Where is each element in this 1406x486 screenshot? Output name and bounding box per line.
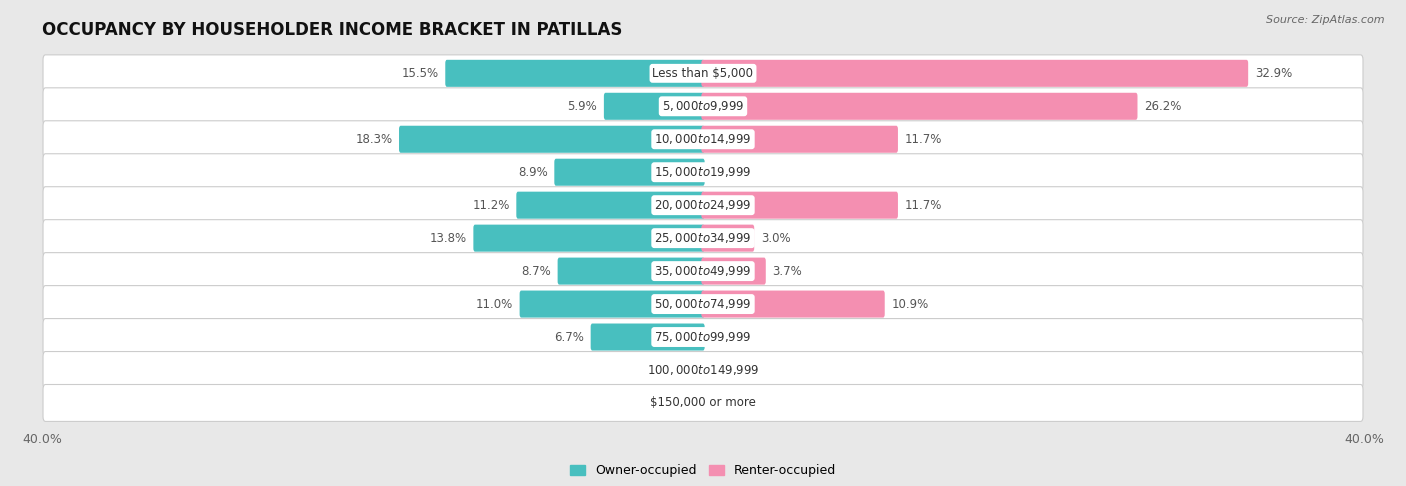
Text: Source: ZipAtlas.com: Source: ZipAtlas.com bbox=[1267, 15, 1385, 25]
Text: 8.7%: 8.7% bbox=[522, 264, 551, 278]
FancyBboxPatch shape bbox=[44, 384, 1362, 421]
FancyBboxPatch shape bbox=[44, 55, 1362, 92]
Text: 5.9%: 5.9% bbox=[568, 100, 598, 113]
FancyBboxPatch shape bbox=[558, 258, 704, 285]
FancyBboxPatch shape bbox=[44, 88, 1362, 125]
Text: 10.9%: 10.9% bbox=[891, 297, 928, 311]
FancyBboxPatch shape bbox=[702, 60, 1249, 87]
Text: 0.0%: 0.0% bbox=[665, 397, 695, 410]
FancyBboxPatch shape bbox=[591, 324, 704, 350]
FancyBboxPatch shape bbox=[702, 126, 898, 153]
Text: $100,000 to $149,999: $100,000 to $149,999 bbox=[647, 363, 759, 377]
FancyBboxPatch shape bbox=[44, 318, 1362, 355]
FancyBboxPatch shape bbox=[702, 93, 1137, 120]
Text: $10,000 to $14,999: $10,000 to $14,999 bbox=[654, 132, 752, 146]
FancyBboxPatch shape bbox=[446, 60, 704, 87]
FancyBboxPatch shape bbox=[44, 351, 1362, 388]
FancyBboxPatch shape bbox=[702, 291, 884, 317]
Text: 3.0%: 3.0% bbox=[761, 232, 790, 244]
Text: 26.2%: 26.2% bbox=[1144, 100, 1181, 113]
Text: $50,000 to $74,999: $50,000 to $74,999 bbox=[654, 297, 752, 311]
Text: 11.7%: 11.7% bbox=[904, 133, 942, 146]
Text: 32.9%: 32.9% bbox=[1254, 67, 1292, 80]
Text: 0.0%: 0.0% bbox=[711, 330, 741, 344]
FancyBboxPatch shape bbox=[44, 286, 1362, 323]
FancyBboxPatch shape bbox=[44, 220, 1362, 257]
Text: 8.9%: 8.9% bbox=[517, 166, 548, 179]
FancyBboxPatch shape bbox=[554, 159, 704, 186]
Text: 0.0%: 0.0% bbox=[711, 166, 741, 179]
FancyBboxPatch shape bbox=[605, 93, 704, 120]
Text: $35,000 to $49,999: $35,000 to $49,999 bbox=[654, 264, 752, 278]
Legend: Owner-occupied, Renter-occupied: Owner-occupied, Renter-occupied bbox=[565, 459, 841, 482]
Text: 6.7%: 6.7% bbox=[554, 330, 583, 344]
Text: OCCUPANCY BY HOUSEHOLDER INCOME BRACKET IN PATILLAS: OCCUPANCY BY HOUSEHOLDER INCOME BRACKET … bbox=[42, 21, 623, 39]
Text: Less than $5,000: Less than $5,000 bbox=[652, 67, 754, 80]
FancyBboxPatch shape bbox=[44, 187, 1362, 224]
FancyBboxPatch shape bbox=[474, 225, 704, 252]
FancyBboxPatch shape bbox=[516, 191, 704, 219]
Text: $75,000 to $99,999: $75,000 to $99,999 bbox=[654, 330, 752, 344]
Text: $20,000 to $24,999: $20,000 to $24,999 bbox=[654, 198, 752, 212]
Text: 11.7%: 11.7% bbox=[904, 199, 942, 212]
FancyBboxPatch shape bbox=[702, 258, 766, 285]
Text: 13.8%: 13.8% bbox=[430, 232, 467, 244]
Text: 3.7%: 3.7% bbox=[772, 264, 803, 278]
FancyBboxPatch shape bbox=[44, 121, 1362, 158]
Text: 11.0%: 11.0% bbox=[475, 297, 513, 311]
Text: 0.0%: 0.0% bbox=[711, 397, 741, 410]
Text: $5,000 to $9,999: $5,000 to $9,999 bbox=[662, 99, 744, 113]
Text: 11.2%: 11.2% bbox=[472, 199, 510, 212]
Text: $150,000 or more: $150,000 or more bbox=[650, 397, 756, 410]
FancyBboxPatch shape bbox=[399, 126, 704, 153]
Text: 15.5%: 15.5% bbox=[402, 67, 439, 80]
FancyBboxPatch shape bbox=[702, 191, 898, 219]
FancyBboxPatch shape bbox=[44, 253, 1362, 290]
Text: 0.0%: 0.0% bbox=[665, 364, 695, 377]
FancyBboxPatch shape bbox=[702, 225, 754, 252]
Text: 0.0%: 0.0% bbox=[711, 364, 741, 377]
Text: 18.3%: 18.3% bbox=[356, 133, 392, 146]
FancyBboxPatch shape bbox=[520, 291, 704, 317]
FancyBboxPatch shape bbox=[44, 154, 1362, 191]
Text: $25,000 to $34,999: $25,000 to $34,999 bbox=[654, 231, 752, 245]
Text: $15,000 to $19,999: $15,000 to $19,999 bbox=[654, 165, 752, 179]
